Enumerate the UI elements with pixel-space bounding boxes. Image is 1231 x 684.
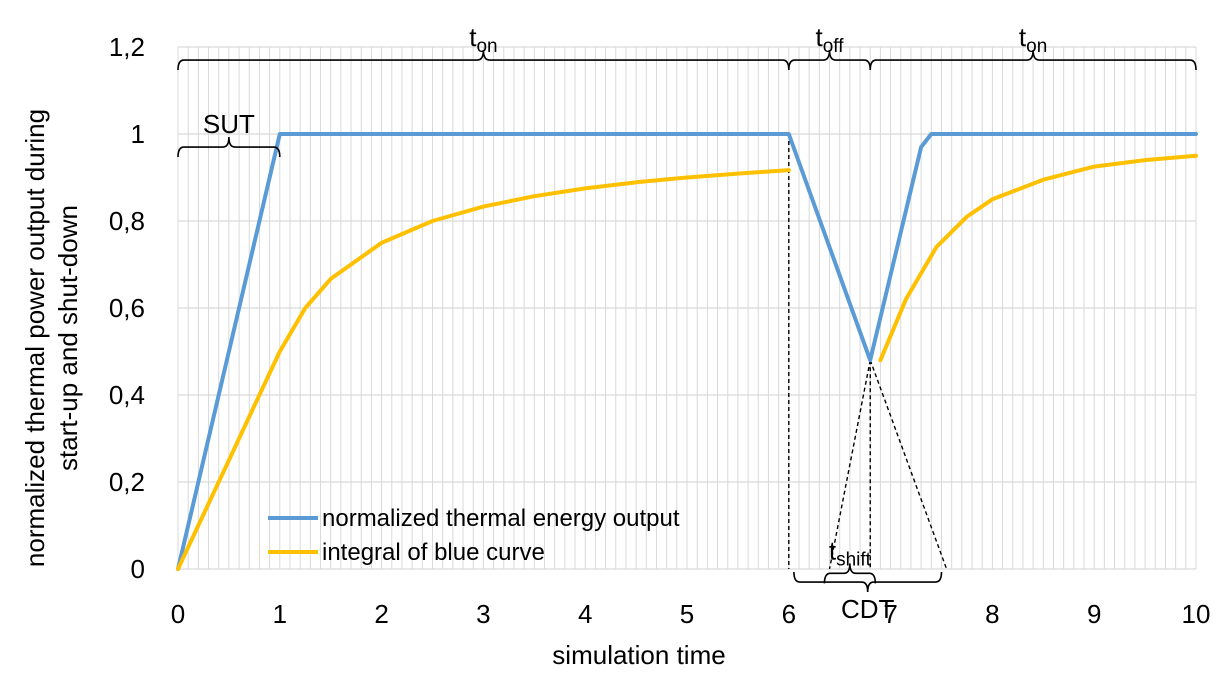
legend: normalized thermal energy output integral… — [268, 505, 680, 566]
x-tick-label: 7 — [883, 599, 897, 629]
bracket-label: toff — [816, 22, 845, 57]
x-tick-label: 4 — [578, 599, 592, 629]
y-tick-label: 0,4 — [109, 380, 145, 410]
series-1 — [176, 132, 1198, 571]
y-axis-title: normalized thermal power output during st… — [20, 109, 83, 567]
bracket-label: CDT — [841, 594, 895, 624]
legend-label: integral of blue curve — [322, 539, 545, 566]
y-tick-label: 0,2 — [109, 467, 145, 497]
legend-label: normalized thermal energy output — [322, 505, 680, 532]
series-line — [176, 168, 791, 571]
bracket — [177, 50, 790, 71]
x-tick-labels: 0 1 2 3 4 5 6 7 8 9 10 — [171, 599, 1211, 629]
grid — [177, 46, 1197, 570]
bracket — [788, 50, 872, 71]
y-tick-label: 0,8 — [109, 206, 145, 236]
y-tick-labels: 0 0,2 0,4 0,6 0,8 1 1,2 — [109, 32, 145, 584]
y-tick-label: 0,6 — [109, 293, 145, 323]
bracket-label: tshift — [829, 535, 872, 570]
guide-lines — [788, 134, 948, 570]
series-2 — [176, 153, 1198, 571]
y-tick-label: 0 — [131, 554, 145, 584]
bracket-label: ton — [1019, 22, 1047, 57]
x-tick-label: 10 — [1182, 599, 1211, 629]
y-tick-label: 1 — [131, 119, 145, 149]
x-tick-label: 3 — [476, 599, 490, 629]
x-tick-label: 5 — [680, 599, 694, 629]
x-tick-label: 1 — [273, 599, 287, 629]
bracket — [793, 572, 943, 593]
dashed-guide-line — [828, 360, 871, 570]
annotations: ton toff ton SUT tshift CDT — [177, 22, 1197, 624]
x-tick-label: 8 — [985, 599, 999, 629]
bracket-label: ton — [469, 22, 497, 57]
bracket — [823, 563, 877, 584]
bracket — [177, 137, 281, 158]
series-line — [878, 153, 1198, 363]
x-tick-label: 6 — [782, 599, 796, 629]
y-tick-label: 1,2 — [109, 32, 145, 62]
bracket-label: SUT — [203, 109, 255, 139]
x-tick-label: 9 — [1087, 599, 1101, 629]
bracket — [869, 50, 1197, 71]
x-axis-title: simulation time — [552, 640, 725, 670]
x-tick-label: 0 — [171, 599, 185, 629]
dashed-guide-line — [869, 359, 948, 570]
x-tick-label: 2 — [374, 599, 388, 629]
series-line — [176, 132, 1198, 571]
